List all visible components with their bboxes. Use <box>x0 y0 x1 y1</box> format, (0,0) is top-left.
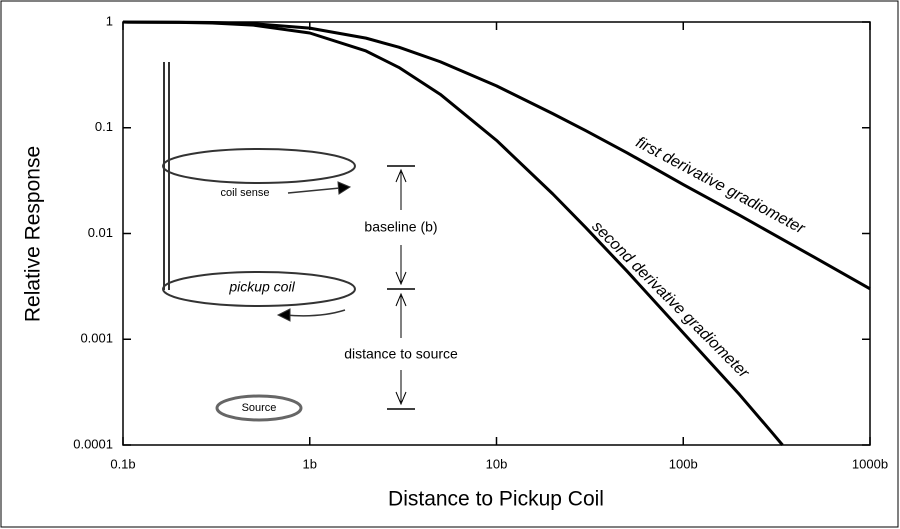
annotation: coil sense <box>221 187 270 199</box>
pickup-arrow <box>284 309 346 317</box>
arrowhead <box>395 292 407 307</box>
y-tick-label: 0.0001 <box>73 436 113 451</box>
coil-sense-arrow <box>287 187 341 194</box>
x-axis-title: Distance to Pickup Coil <box>388 488 604 511</box>
series-line <box>122 20 784 446</box>
x-tick-label: 0.1b <box>110 456 135 471</box>
arrowhead <box>395 168 407 183</box>
source-shape <box>215 394 303 422</box>
x-tick-label: 1000b <box>852 456 888 471</box>
x-tick-label: 1b <box>303 456 317 471</box>
y-tick-label: 0.001 <box>80 331 113 346</box>
arrowhead <box>337 181 352 195</box>
y-tick-label: 0.01 <box>88 225 113 240</box>
annotation: pickup coil <box>228 279 295 295</box>
y-tick-label: 0.1 <box>95 119 113 134</box>
arrowhead <box>276 308 291 322</box>
series-line <box>122 20 871 291</box>
coil-diagram <box>162 62 415 422</box>
annotation: Source <box>242 402 277 414</box>
x-tick-label: 10b <box>486 456 508 471</box>
annotation: baseline (b) <box>364 219 437 235</box>
arrowhead <box>395 271 407 286</box>
x-tick-label: 100b <box>669 456 698 471</box>
sense-coil <box>162 148 356 184</box>
pickup-coil-shape <box>162 271 356 307</box>
series-label: second derivative gradiometer <box>588 218 752 382</box>
annotation: distance to source <box>344 346 458 362</box>
y-tick-label: 1 <box>106 13 113 28</box>
y-axis-title: Relative Response <box>22 146 45 322</box>
series-label: first derivative gradiometer <box>633 134 808 238</box>
arrowhead <box>395 391 407 406</box>
